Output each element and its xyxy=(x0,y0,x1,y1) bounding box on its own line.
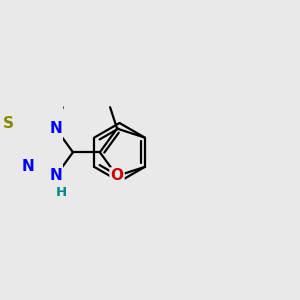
Text: H: H xyxy=(56,186,67,199)
Text: N: N xyxy=(50,121,62,136)
Text: N: N xyxy=(22,159,34,174)
Text: S: S xyxy=(2,116,14,130)
Text: O: O xyxy=(110,168,124,183)
Text: N: N xyxy=(50,168,62,183)
